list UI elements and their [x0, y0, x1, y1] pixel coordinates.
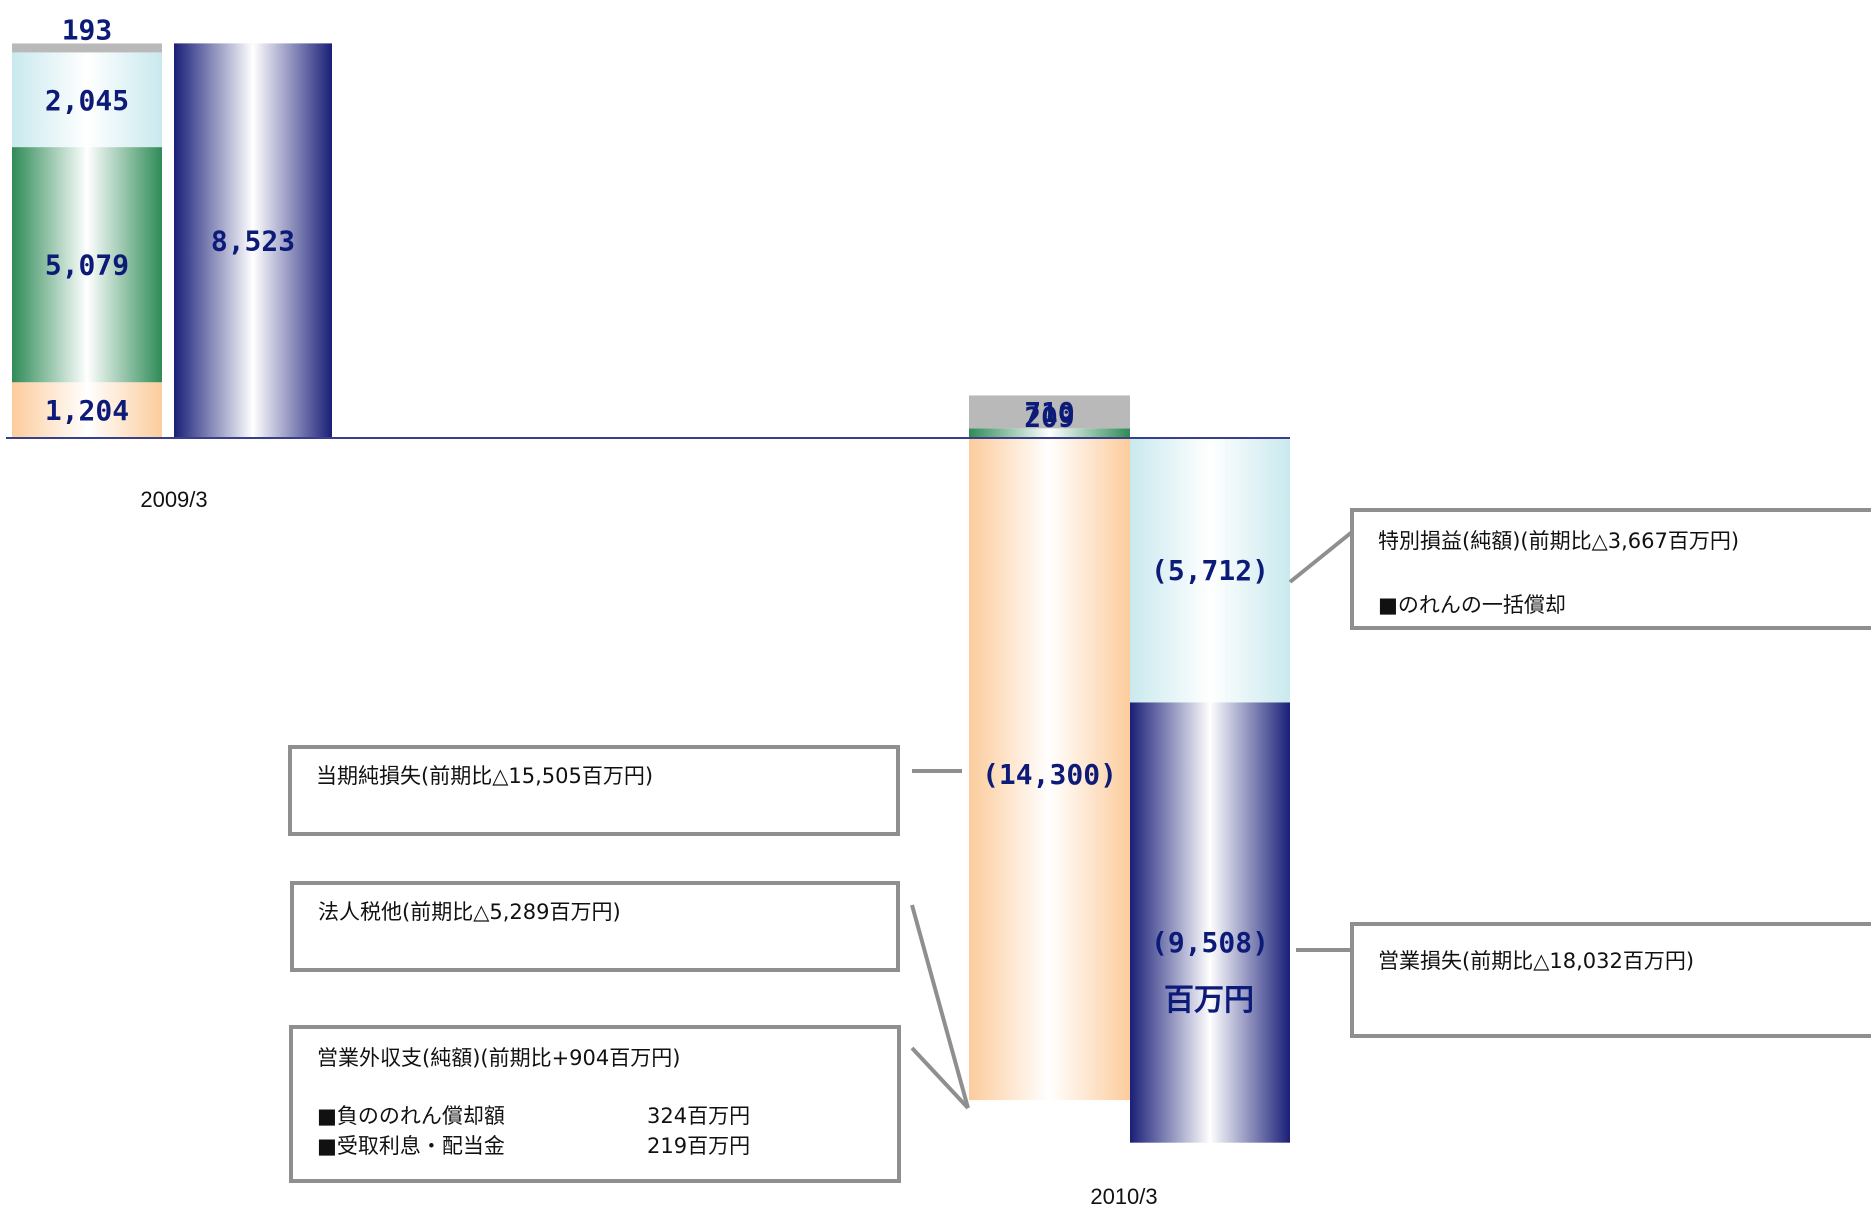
annotation-tax: 法人税他(前期比△5,289百万円): [290, 881, 900, 972]
annotation-operating-loss: 営業損失(前期比△18,032百万円): [1350, 922, 1871, 1038]
connector-non-operating: [910, 1046, 970, 1110]
value-label-2009-3-left-3: 193: [62, 13, 113, 46]
annotation-extraordinary: 特別損益(純額)(前期比△3,667百万円) ■のれんの一括償却: [1350, 508, 1871, 630]
bar-2009-3-left-2: [12, 52, 162, 148]
annotation-tax-title: 法人税他(前期比△5,289百万円): [318, 900, 621, 924]
bar-2010-3-left-2: [969, 395, 1130, 429]
bar-2010-3-left-1: [969, 428, 1130, 438]
non-operating-item-1-amount: 324百万円: [647, 1104, 751, 1128]
non-operating-item-1: ■負ののれん償却額 324百万円: [317, 1101, 873, 1131]
connector-lines: [910, 530, 1354, 1110]
bar-2009-3-right-0: [174, 43, 332, 438]
connector-tax: [910, 904, 970, 1109]
period-label-2009: 2009/3: [140, 487, 207, 512]
annotation-net-loss: 当期純損失(前期比△15,505百万円): [288, 745, 900, 836]
value-label-2010-3-left-0: (14,300): [982, 758, 1117, 791]
annotation-non-operating: 営業外収支(純額)(前期比+904百万円) ■負ののれん償却額 324百万円 ■…: [289, 1025, 901, 1183]
bar-2010-3-left-0: [969, 438, 1130, 1101]
bar-2009-3-left-3: [12, 43, 162, 53]
bar-group: [12, 43, 1290, 1143]
non-operating-item-1-label: ■負ののれん償却額: [317, 1104, 505, 1128]
bar-2009-3-left-1: [12, 147, 162, 383]
non-operating-item-2: ■受取利息・配当金 219百万円: [317, 1131, 873, 1161]
value-label-2010-3-left-1: 209: [1024, 400, 1075, 433]
non-operating-item-2-amount: 219百万円: [647, 1134, 751, 1158]
value-label-2009-3-left-1: 5,079: [45, 249, 129, 282]
value-label-2009-3-right-0: 8,523: [211, 225, 295, 258]
value-label-2009-3-left-2: 2,045: [45, 84, 129, 117]
annotation-operating-loss-title: 営業損失(前期比△18,032百万円): [1378, 949, 1695, 973]
value-label-2010-3-left-2: 710: [1024, 396, 1075, 429]
bar-2010-3-right-0: [1130, 438, 1290, 703]
annotation-extraordinary-item: ■のれんの一括償却: [1378, 593, 1566, 617]
value-label-2010-3-right-0: (5,712): [1151, 554, 1269, 587]
period-label-2010: 2010/3: [1090, 1184, 1157, 1209]
annotation-non-operating-title: 営業外収支(純額)(前期比+904百万円): [317, 1046, 681, 1070]
non-operating-item-2-label: ■受取利息・配当金: [317, 1134, 505, 1158]
annotation-net-loss-title: 当期純損失(前期比△15,505百万円): [316, 764, 654, 788]
value-label-2009-3-left-0: 1,204: [45, 394, 129, 427]
value-label-2010-3-right-1: (9,508): [1151, 926, 1269, 959]
connector-extraordinary: [1288, 530, 1354, 584]
unit-label: 百万円: [1164, 983, 1254, 1018]
bar-2010-3-right-1: [1130, 702, 1290, 1143]
bar-2009-3-left-0: [12, 382, 162, 438]
annotation-extraordinary-title: 特別損益(純額)(前期比△3,667百万円): [1378, 529, 1740, 553]
